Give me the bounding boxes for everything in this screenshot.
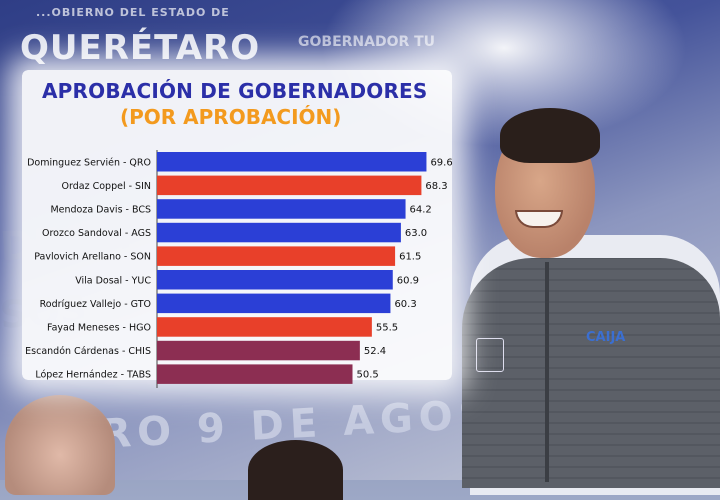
value-label: 60.3 [394,299,416,310]
value-label: 64.2 [410,204,432,215]
bar [157,199,406,219]
chart-title: APROBACIÓN DE GOBERNADORES [42,79,428,103]
bar [157,270,393,290]
vest-logo: CAIJA [586,330,626,345]
category-label: Dominguez Servién - QRO [27,157,151,168]
value-label: 63.0 [405,228,427,239]
bar [157,152,427,172]
vest-zipper [545,262,549,482]
value-label: 55.5 [376,322,398,333]
banner-top-small: ...OBIERNO DEL ESTADO DE [36,6,230,19]
value-label: 68.3 [425,181,447,192]
category-label: Ordaz Coppel - SIN [62,181,151,192]
governor-hair [500,108,600,163]
bar-chart: Dominguez Servién - QRO 69.6 Ordaz Coppel … [25,150,453,388]
governor-vest [462,258,720,488]
category-label: López Hernández - TABS [35,370,151,381]
category-label: Orozco Sandoval - AGS [42,228,151,239]
value-label: 60.9 [397,275,419,286]
bar [157,293,391,314]
bar [157,222,401,243]
bar [157,175,422,196]
bottom-person-head [5,395,115,495]
vest-badge [476,338,504,372]
bar [157,246,396,266]
category-label: Escandón Cárdenas - CHIS [25,346,151,357]
bar [157,340,360,361]
category-label: Mendoza Davis - BCS [50,204,151,215]
category-label: Fayad Meneses - HGO [47,322,151,333]
category-label: Vila Dosal - YUC [75,275,151,286]
value-label: 52.4 [364,346,386,357]
category-label: Pavlovich Arellano - SON [34,252,151,263]
banner-right-text: GOBERNADOR TU [298,34,436,50]
bar [157,364,353,384]
value-label: 69.6 [430,157,452,168]
value-label: 50.5 [357,370,379,381]
chart-subtitle: (POR APROBACIÓN) [120,105,342,129]
bar [157,317,372,337]
banner-queretaro: QUERÉTARO [20,28,261,68]
category-label: Rodríguez Vallejo - GTO [40,299,151,310]
value-label: 61.5 [399,252,421,263]
